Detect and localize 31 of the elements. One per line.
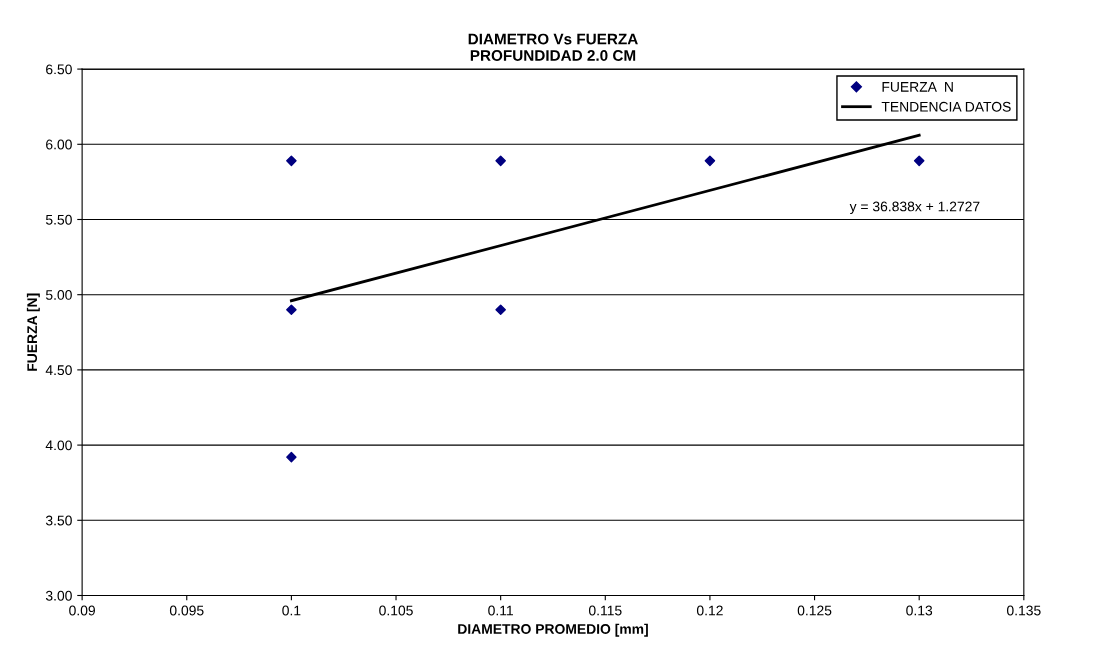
y-tick-label: 6.50	[46, 64, 72, 75]
x-axis-title: DIAMETRO PROMEDIO [mm]	[458, 623, 648, 637]
y-tick-label: 3.00	[45, 590, 72, 601]
y-tick-label: 4.50	[45, 365, 72, 376]
y-tick-label: 4.00	[45, 440, 72, 451]
legend-label: FUERZA N	[882, 82, 953, 92]
point	[495, 304, 506, 316]
point	[286, 155, 297, 167]
annotation: y = 36.838x + 1.2727	[849, 201, 980, 215]
chart-title: DIAMETRO Vs FUERZA PROFUNDIDAD 2.0 CM	[468, 33, 638, 61]
x-tick-label: 0.135	[1006, 605, 1041, 616]
x-tick-label: 0.12	[696, 605, 723, 616]
y-tick-label: 5.00	[45, 290, 72, 300]
x-tick-label: 0.1	[282, 605, 301, 616]
point	[704, 155, 716, 167]
x-tick-label: 0.11	[488, 605, 513, 616]
legend-label: TENDENCIA DATOS	[881, 101, 1011, 112]
point	[913, 155, 925, 167]
y-tick-label: 3.50	[45, 515, 72, 526]
x-tick-label: 0.115	[588, 605, 622, 616]
y-tick-label: 5.50	[45, 214, 72, 225]
point	[286, 304, 297, 316]
x-tick-label: 0.125	[797, 605, 832, 616]
x-tick-label: 0.13	[906, 605, 933, 616]
x-tick-label: 0.105	[379, 605, 413, 616]
x-tick-label: 0.095	[169, 605, 204, 616]
x-tick-label: 0.09	[69, 605, 95, 616]
point	[286, 451, 297, 463]
y-axis-title: FUERZA [N]	[26, 293, 40, 371]
point	[495, 155, 506, 167]
y-tick-label: 6.00	[46, 139, 72, 150]
